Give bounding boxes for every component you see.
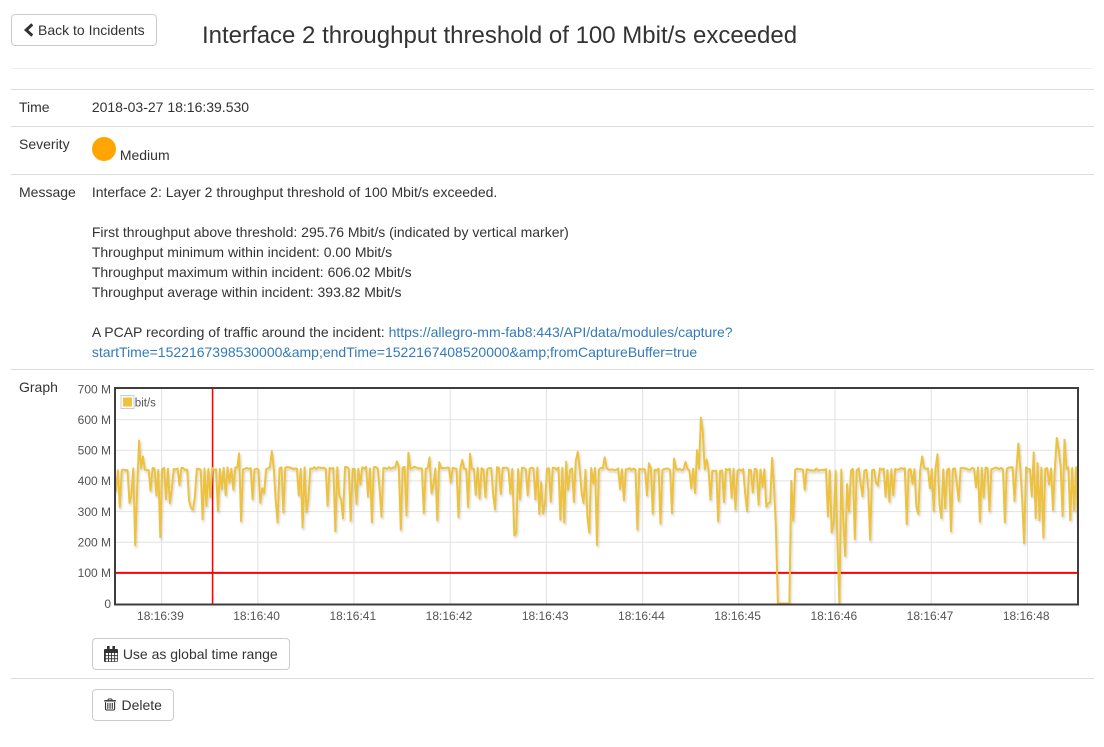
svg-text:18:16:43: 18:16:43: [522, 609, 569, 623]
svg-text:18:16:47: 18:16:47: [906, 609, 953, 623]
svg-text:100 M: 100 M: [77, 566, 110, 580]
svg-text:18:16:39: 18:16:39: [137, 609, 184, 623]
svg-text:400 M: 400 M: [77, 474, 110, 488]
svg-text:600 M: 600 M: [77, 413, 110, 427]
svg-text:18:16:45: 18:16:45: [714, 609, 761, 623]
svg-text:300 M: 300 M: [77, 505, 110, 519]
svg-text:18:16:41: 18:16:41: [329, 609, 376, 623]
svg-text:18:16:40: 18:16:40: [233, 609, 280, 623]
svg-text:500 M: 500 M: [77, 443, 110, 457]
svg-text:200 M: 200 M: [77, 535, 110, 549]
svg-text:700 M: 700 M: [77, 382, 110, 396]
svg-text:bit/s: bit/s: [135, 397, 156, 409]
svg-text:18:16:48: 18:16:48: [1003, 609, 1050, 623]
svg-text:0: 0: [104, 597, 111, 611]
svg-text:18:16:44: 18:16:44: [618, 609, 665, 623]
svg-text:18:16:42: 18:16:42: [425, 609, 472, 623]
svg-text:18:16:46: 18:16:46: [810, 609, 857, 623]
